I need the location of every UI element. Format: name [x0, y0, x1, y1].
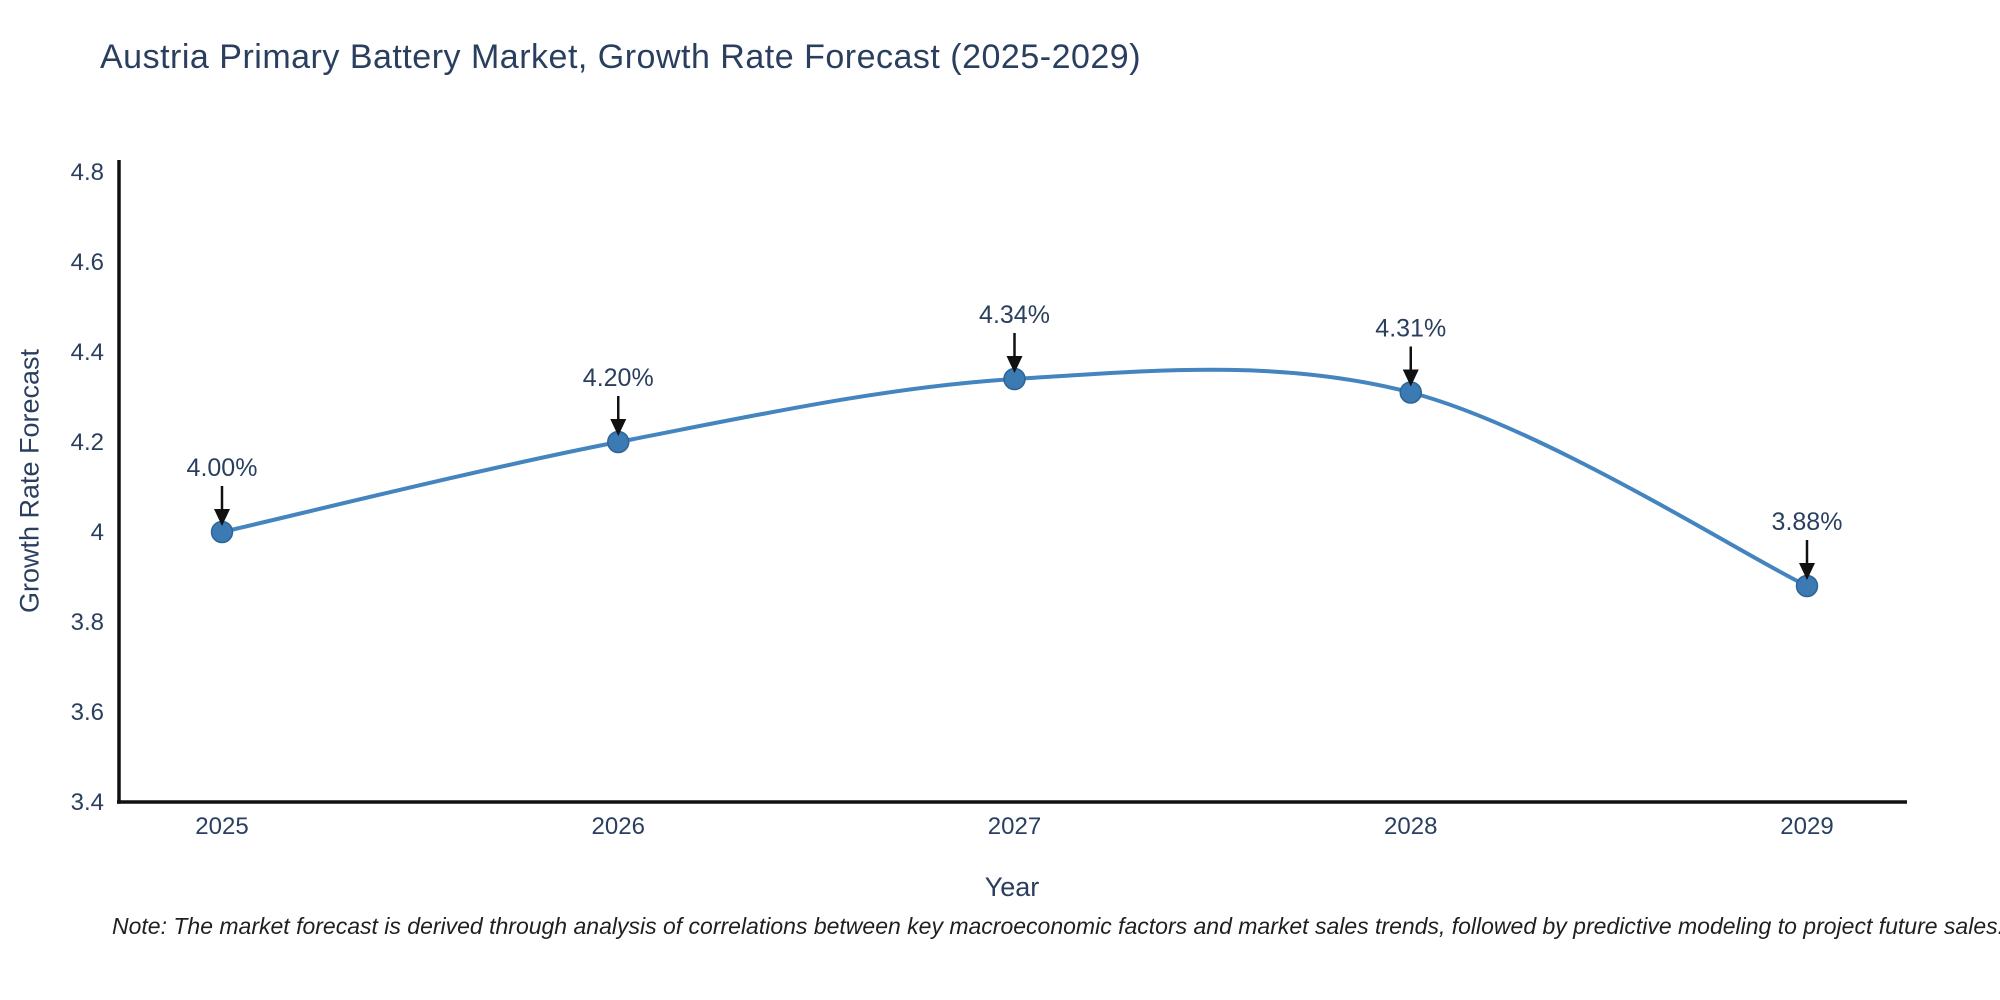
x-tick-label: 2027	[988, 813, 1041, 840]
annotation-arrow-head	[1402, 369, 1419, 387]
x-tick-label: 2026	[592, 813, 645, 840]
x-tick-label: 2025	[195, 813, 248, 840]
annotation-label: 4.20%	[583, 364, 654, 392]
annotation-arrow-head	[1799, 563, 1815, 580]
y-tick-label: 4	[91, 519, 104, 546]
growth-line	[220, 367, 1809, 588]
y-tick-label: 4.6	[71, 249, 104, 276]
chart-title: Austria Primary Battery Market, Growth R…	[100, 38, 1142, 76]
y-tick-label: 4.2	[71, 429, 104, 456]
annotation-label: 4.00%	[187, 454, 258, 482]
annotation-label: 4.34%	[979, 301, 1050, 329]
x-tick-label: 2029	[1780, 813, 1833, 840]
footnote: Note: The market forecast is derived thr…	[112, 913, 2000, 939]
y-tick-label: 4.4	[71, 339, 104, 366]
annotation-label: 3.88%	[1772, 508, 1843, 536]
y-tick-label: 3.6	[71, 699, 104, 726]
annotation-arrow-head	[610, 419, 627, 436]
x-axis-title: Year	[984, 872, 1040, 902]
y-tick-label: 3.8	[71, 609, 104, 636]
annotation-label: 4.31%	[1375, 315, 1446, 343]
x-tick-label: 2028	[1384, 813, 1437, 840]
y-tick-label: 4.8	[71, 159, 104, 186]
y-tick-label: 3.4	[71, 789, 104, 816]
annotation-arrow-head	[1006, 356, 1023, 373]
annotation-arrow-head	[214, 509, 230, 526]
